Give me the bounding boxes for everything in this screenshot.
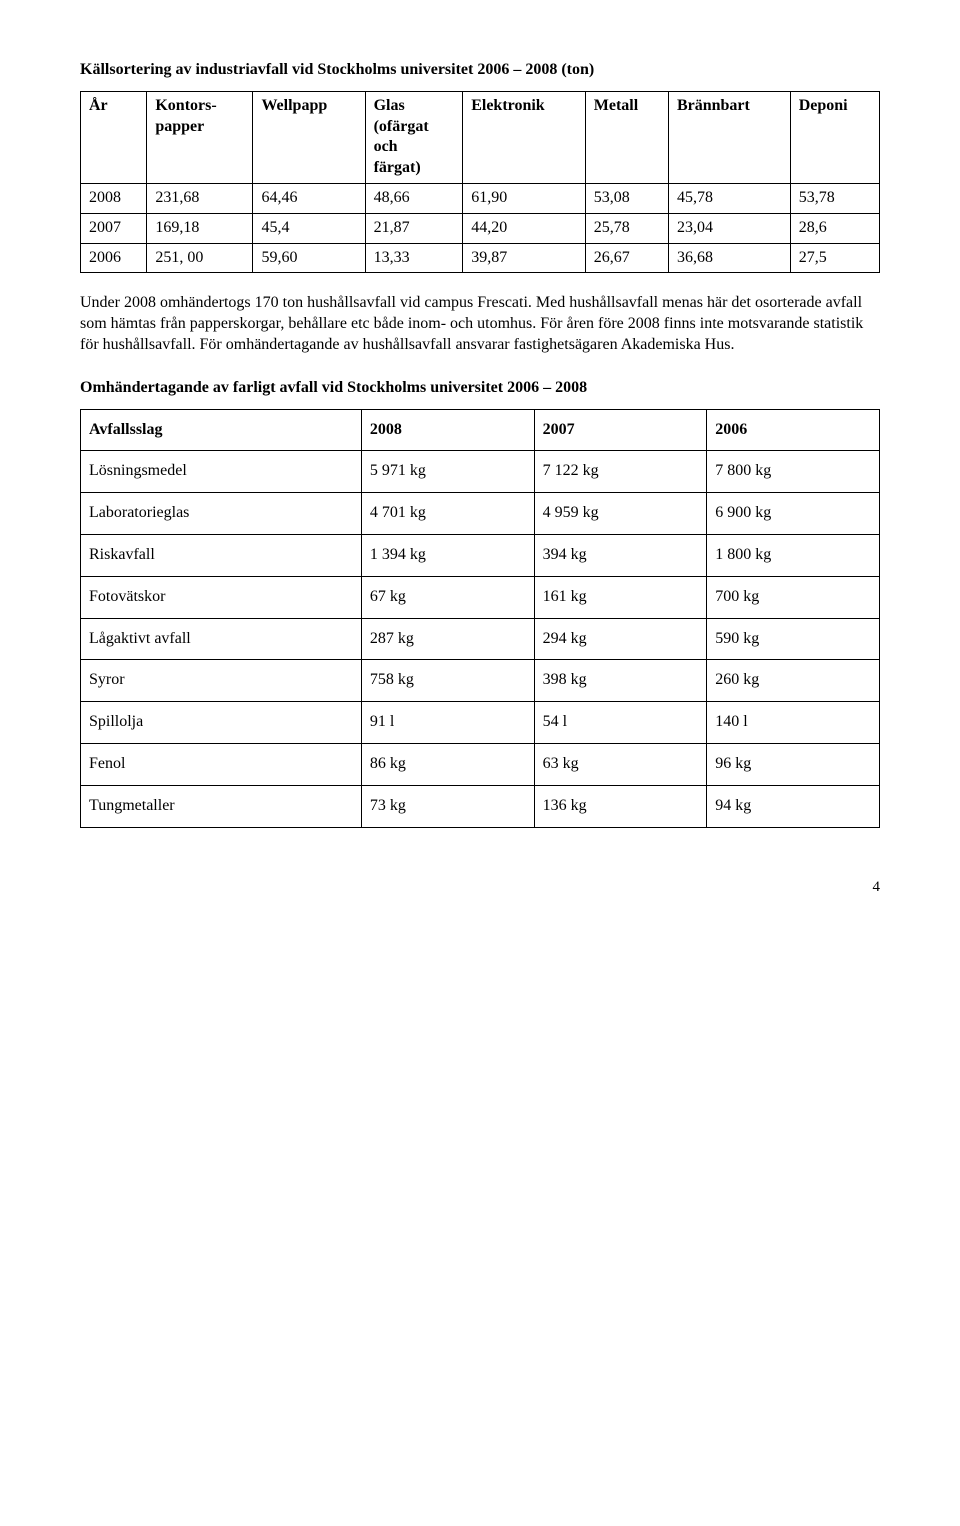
td: 26,67	[585, 243, 668, 273]
th: Avfallsslag	[81, 409, 362, 451]
td: 44,20	[463, 213, 586, 243]
td: Fotovätskor	[81, 576, 362, 618]
table-industriavfall: År Kontors- papper Wellpapp Glas (ofärga…	[80, 91, 880, 274]
table-row: 2008 231,68 64,46 48,66 61,90 53,08 45,7…	[81, 183, 880, 213]
page-number: 4	[80, 878, 880, 898]
table-farligt-avfall: Avfallsslag 2008 2007 2006 Lösningsmedel…	[80, 409, 880, 828]
td: 758 kg	[361, 660, 534, 702]
heading-1: Källsortering av industriavfall vid Stoc…	[80, 60, 880, 81]
td: Tungmetaller	[81, 785, 362, 827]
td: Syror	[81, 660, 362, 702]
td: Spillolja	[81, 702, 362, 744]
table-header-row: Avfallsslag 2008 2007 2006	[81, 409, 880, 451]
table-row: Lösningsmedel 5 971 kg 7 122 kg 7 800 kg	[81, 451, 880, 493]
td: 61,90	[463, 183, 586, 213]
td: 700 kg	[707, 576, 880, 618]
table-header-row: År Kontors- papper Wellpapp Glas (ofärga…	[81, 91, 880, 183]
td: 59,60	[253, 243, 365, 273]
td: 4 701 kg	[361, 493, 534, 535]
td: 53,78	[790, 183, 879, 213]
td: 86 kg	[361, 743, 534, 785]
td: 251, 00	[147, 243, 253, 273]
td: 91 l	[361, 702, 534, 744]
td: Laboratorieglas	[81, 493, 362, 535]
heading-2: Omhändertagande av farligt avfall vid St…	[80, 378, 880, 399]
td: 7 122 kg	[534, 451, 707, 493]
td: Lågaktivt avfall	[81, 618, 362, 660]
td: 63 kg	[534, 743, 707, 785]
td: 7 800 kg	[707, 451, 880, 493]
th: 2006	[707, 409, 880, 451]
td: 294 kg	[534, 618, 707, 660]
td: 39,87	[463, 243, 586, 273]
table-row: Spillolja 91 l 54 l 140 l	[81, 702, 880, 744]
table-row: 2007 169,18 45,4 21,87 44,20 25,78 23,04…	[81, 213, 880, 243]
td: 27,5	[790, 243, 879, 273]
td: Lösningsmedel	[81, 451, 362, 493]
td: 2008	[81, 183, 147, 213]
td: 287 kg	[361, 618, 534, 660]
td: 36,68	[668, 243, 790, 273]
body-paragraph: Under 2008 omhändertogs 170 ton hushålls…	[80, 293, 880, 355]
td: 5 971 kg	[361, 451, 534, 493]
table-row: Tungmetaller 73 kg 136 kg 94 kg	[81, 785, 880, 827]
td: 398 kg	[534, 660, 707, 702]
td: 25,78	[585, 213, 668, 243]
th: Kontors- papper	[147, 91, 253, 183]
td: 54 l	[534, 702, 707, 744]
table-row: Lågaktivt avfall 287 kg 294 kg 590 kg	[81, 618, 880, 660]
td: 96 kg	[707, 743, 880, 785]
th: Elektronik	[463, 91, 586, 183]
td: 45,78	[668, 183, 790, 213]
td: 1 800 kg	[707, 534, 880, 576]
th: 2007	[534, 409, 707, 451]
th: Brännbart	[668, 91, 790, 183]
table-row: Syror 758 kg 398 kg 260 kg	[81, 660, 880, 702]
td: 2006	[81, 243, 147, 273]
td: Fenol	[81, 743, 362, 785]
td: 260 kg	[707, 660, 880, 702]
td: 13,33	[365, 243, 463, 273]
th: Glas (ofärgat och färgat)	[365, 91, 463, 183]
table-row: Fotovätskor 67 kg 161 kg 700 kg	[81, 576, 880, 618]
td: 140 l	[707, 702, 880, 744]
table-row: Fenol 86 kg 63 kg 96 kg	[81, 743, 880, 785]
td: 23,04	[668, 213, 790, 243]
td: 21,87	[365, 213, 463, 243]
table-row: Riskavfall 1 394 kg 394 kg 1 800 kg	[81, 534, 880, 576]
td: 45,4	[253, 213, 365, 243]
td: 67 kg	[361, 576, 534, 618]
th: Metall	[585, 91, 668, 183]
td: 169,18	[147, 213, 253, 243]
th: Wellpapp	[253, 91, 365, 183]
td: 2007	[81, 213, 147, 243]
td: 28,6	[790, 213, 879, 243]
td: 4 959 kg	[534, 493, 707, 535]
table-row: Laboratorieglas 4 701 kg 4 959 kg 6 900 …	[81, 493, 880, 535]
td: Riskavfall	[81, 534, 362, 576]
th: År	[81, 91, 147, 183]
td: 6 900 kg	[707, 493, 880, 535]
td: 64,46	[253, 183, 365, 213]
th: Deponi	[790, 91, 879, 183]
td: 394 kg	[534, 534, 707, 576]
th: 2008	[361, 409, 534, 451]
td: 1 394 kg	[361, 534, 534, 576]
td: 590 kg	[707, 618, 880, 660]
td: 136 kg	[534, 785, 707, 827]
table-row: 2006 251, 00 59,60 13,33 39,87 26,67 36,…	[81, 243, 880, 273]
td: 94 kg	[707, 785, 880, 827]
td: 53,08	[585, 183, 668, 213]
td: 48,66	[365, 183, 463, 213]
td: 73 kg	[361, 785, 534, 827]
td: 231,68	[147, 183, 253, 213]
td: 161 kg	[534, 576, 707, 618]
